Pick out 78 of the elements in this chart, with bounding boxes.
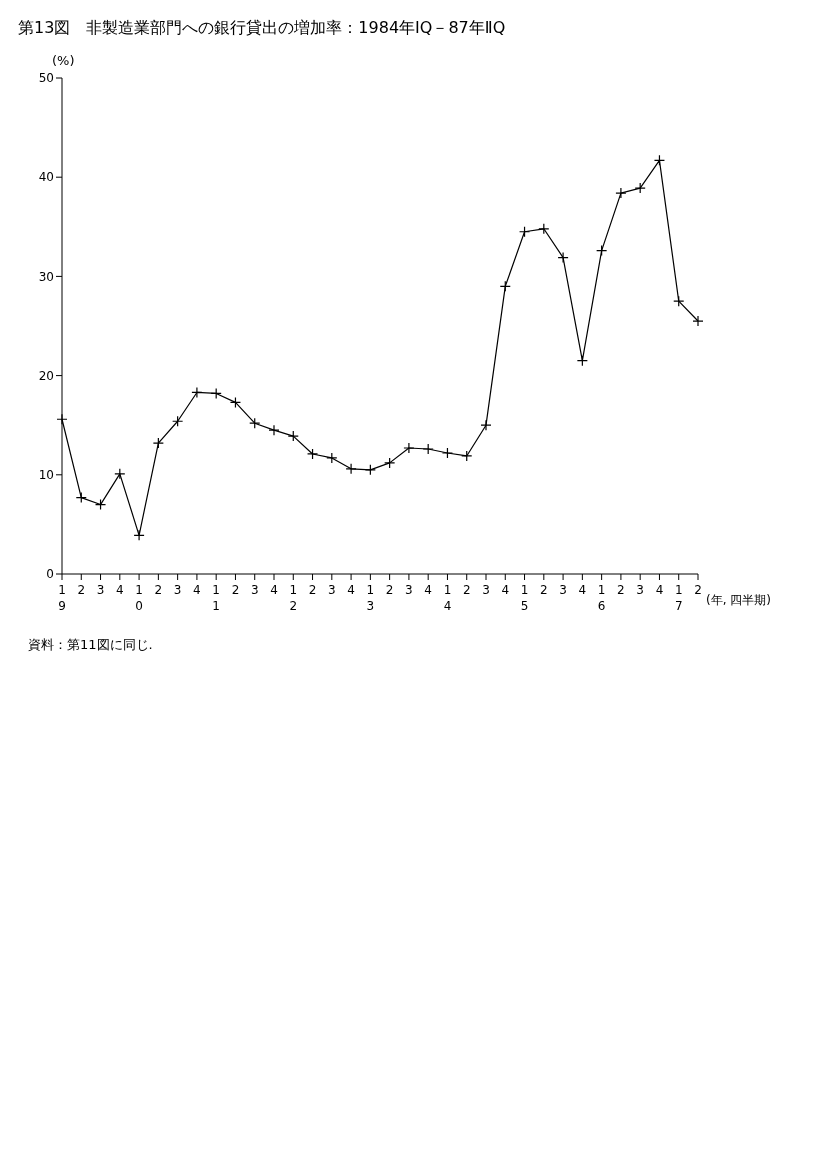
point [229,396,242,408]
point [422,443,434,455]
x-tick-label: 1 9 [58,583,66,613]
y-tick-label: 30 [38,269,54,284]
point [364,464,376,476]
point [326,452,338,464]
x-tick-label: 3 [250,583,259,597]
x-tick-label: 2 [462,583,471,597]
x-tick-label: 3 [328,583,336,597]
point [268,424,280,436]
point [653,154,666,166]
point [133,529,145,541]
x-axis-title: (年, 四半期) [706,592,771,609]
point [461,450,473,462]
point [94,498,107,511]
point [441,447,454,459]
point [56,413,68,425]
point [499,280,511,292]
x-tick-label: 4 [270,583,278,597]
y-tick-label: 20 [38,368,54,383]
x-tick-label: 3 [482,583,490,597]
point [191,386,203,399]
x-tick-label: 3 [405,583,413,597]
point [673,295,685,307]
x-tick-label: 2 [694,583,702,597]
point [403,442,415,454]
x-tick-label: 1 5 [520,583,529,613]
x-tick-label: 4 [116,583,124,597]
y-tick-label: 0 [46,567,54,582]
x-tick-label: 2 [231,583,240,597]
y-tick-label: 40 [38,170,54,185]
y-tick-label: 10 [38,468,54,483]
x-tick-label: 4 [347,583,355,597]
point [210,387,222,400]
x-tick-label: 1 1 [212,583,220,613]
x-tick-label: 4 [501,583,510,597]
x-tick-label: 3 [559,583,567,597]
x-tick-label: 2 [617,583,625,597]
x-tick-label: 2 [308,583,317,597]
point [480,419,492,431]
point [634,182,646,194]
x-tick-label: 1 4 [443,583,452,613]
y-tick-label: 50 [38,71,54,86]
x-tick-label: 1 3 [366,583,375,613]
x-tick-label: 2 [154,583,163,597]
point [384,457,396,469]
text: 資料：第11図に同じ. [27,636,154,654]
x-tick-label: 4 [578,583,587,597]
x-tick-label: 4 [655,583,664,597]
x-tick-label: 2 [540,583,548,597]
x-tick-label: 1 7 [674,583,683,613]
x-tick-label: 2 [385,583,394,597]
x-tick-label: 1 0 [135,583,143,613]
point [596,245,608,257]
x-tick-label: 4 [193,583,201,597]
point [249,417,261,429]
point [306,448,319,460]
x-tick-label: 3 [636,583,644,597]
y-axis-title: (%) [51,53,76,68]
point [518,226,531,238]
x-tick-label: 4 [424,583,432,597]
point [287,430,299,442]
x-tick-label: 3 [173,583,182,597]
point [692,315,704,327]
point [538,223,550,235]
point [557,251,569,264]
point [114,468,126,480]
point [576,355,588,367]
x-tick-label: 2 [77,583,86,597]
point [345,463,357,475]
x-tick-label: 1 2 [289,583,298,613]
chart-title: 第13図 非製造業部門への銀行貸出の増加率：1984年ⅠQ－87年ⅡQ [17,17,507,39]
point [172,415,184,427]
point [615,187,627,199]
point [75,492,87,504]
x-tick-label: 3 [96,583,105,597]
x-tick-label: 1 6 [597,583,606,613]
point [152,437,164,449]
